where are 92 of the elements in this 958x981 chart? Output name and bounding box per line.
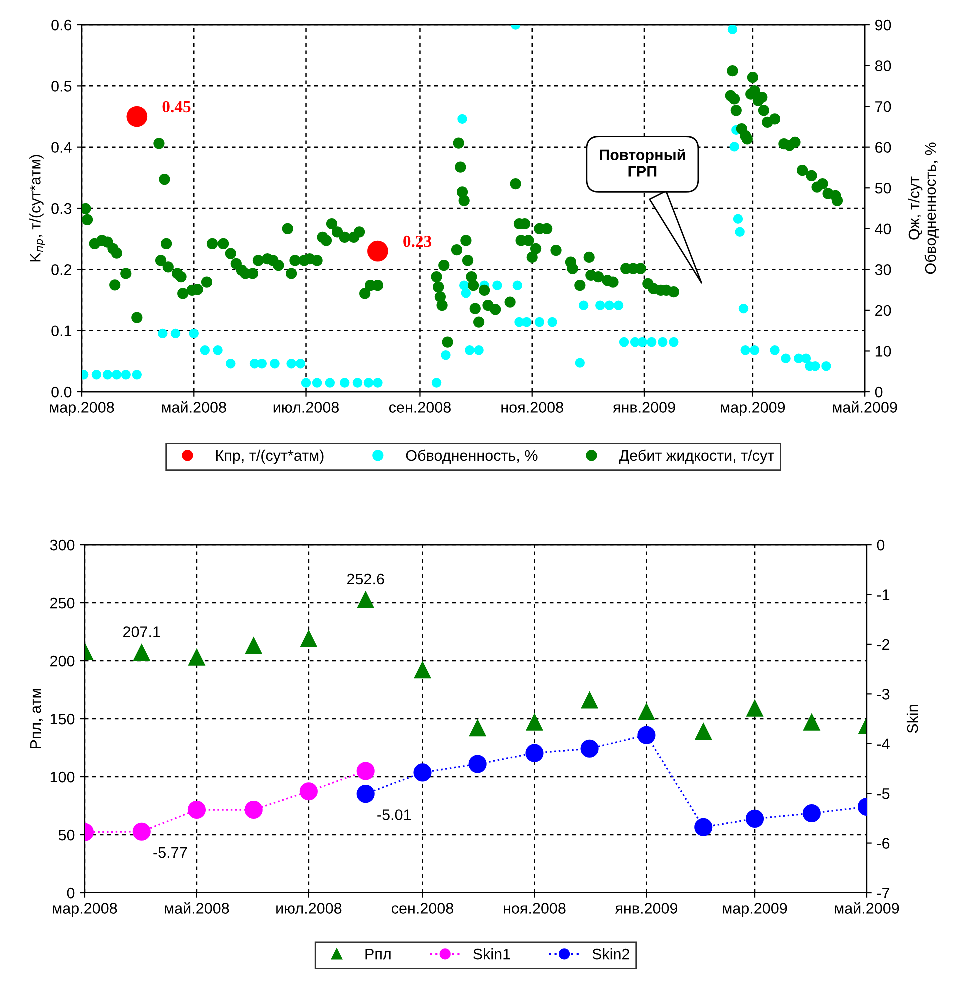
y2-tick-label: 80 xyxy=(875,60,892,72)
point xyxy=(356,762,375,780)
data-label: -5.77 xyxy=(154,848,188,858)
point xyxy=(300,630,318,648)
x-tick-label: мар.2008 xyxy=(53,903,118,917)
legend-label: Skin1 xyxy=(474,948,510,960)
x-tick-label: май.2008 xyxy=(162,401,226,413)
y2-tick-label: -2 xyxy=(877,639,890,650)
point xyxy=(802,804,821,822)
point xyxy=(132,822,151,841)
x-tick-label: июл.2008 xyxy=(276,903,342,914)
point xyxy=(188,800,206,820)
x-tick-label: май.2009 xyxy=(833,401,898,413)
y2-tick-label: 70 xyxy=(876,101,892,112)
x-tick-label: сен.2008 xyxy=(392,903,454,914)
point xyxy=(188,649,206,666)
point xyxy=(300,782,318,801)
data-label: 0.45 xyxy=(162,101,191,113)
y2-tick-label: 0 xyxy=(875,386,883,398)
point xyxy=(638,704,656,720)
x-tick-label: мар.2008 xyxy=(50,402,114,416)
y-tick-label: 300 xyxy=(50,540,75,551)
point xyxy=(358,592,374,608)
point xyxy=(804,714,820,731)
point xyxy=(638,726,656,744)
point xyxy=(526,714,544,731)
data-label: 252.6 xyxy=(347,574,384,585)
y-axis-title: K$_{пр}$, т/(сут*атм) xyxy=(30,155,46,262)
y2-axis-title: Qж, т/сут Обводненность, % xyxy=(908,142,940,274)
y2-tick-label: -7 xyxy=(877,888,890,899)
x-tick-label: май.2009 xyxy=(835,902,900,914)
y2-tick-label: 20 xyxy=(876,305,892,316)
point xyxy=(746,810,764,828)
x-tick-label: ноя.2008 xyxy=(504,903,566,914)
y-tick-label: 0.5 xyxy=(52,81,72,92)
x-tick-label: май.2008 xyxy=(165,902,230,914)
annotation: Повторный ГРП xyxy=(600,148,686,177)
y-tick-label: 0.4 xyxy=(52,142,72,154)
point xyxy=(580,740,599,758)
y-tick-label: 0.3 xyxy=(52,203,72,214)
legend-label: Дебит жидкости, т/сут xyxy=(619,450,774,464)
y-tick-label: 0 xyxy=(67,888,75,899)
y-tick-label: 200 xyxy=(50,656,75,667)
point xyxy=(244,800,263,820)
y2-tick-label: 40 xyxy=(875,224,892,235)
data-label: 0.23 xyxy=(404,236,432,248)
legend-label: Рпл xyxy=(366,949,391,960)
point xyxy=(414,662,432,679)
point xyxy=(356,785,375,804)
legend-label: Skin2 xyxy=(592,948,630,960)
y-tick-label: 0.1 xyxy=(52,326,72,337)
y-tick-label: 0.6 xyxy=(52,20,72,31)
y-tick-label: 100 xyxy=(50,772,75,783)
y2-tick-label: 30 xyxy=(875,264,892,276)
y2-tick-label: -5 xyxy=(877,788,890,800)
y2-axis-title: Skin xyxy=(906,705,918,734)
y2-tick-label: -3 xyxy=(877,689,890,700)
point xyxy=(694,818,713,836)
x-tick-label: мар.2009 xyxy=(721,402,786,416)
y-tick-label: 250 xyxy=(50,598,75,609)
y-tick-label: 0.0 xyxy=(52,386,72,398)
legend-label: Кпр, т/(сут*атм) xyxy=(216,450,324,464)
y2-tick-label: -1 xyxy=(877,590,890,600)
point xyxy=(246,638,262,654)
y-tick-label: 50 xyxy=(58,830,75,841)
point xyxy=(414,764,432,782)
y-axis-title: Рпл, атм xyxy=(30,689,43,749)
point xyxy=(468,755,487,774)
y2-tick-label: 90 xyxy=(876,20,892,31)
legend-label: Обводненность, % xyxy=(406,450,538,464)
y2-tick-label: -4 xyxy=(877,738,890,750)
point xyxy=(469,720,486,737)
y2-tick-label: 50 xyxy=(875,182,892,194)
y2-tick-label: -6 xyxy=(877,838,890,849)
point xyxy=(526,744,544,762)
data-label: 207.1 xyxy=(124,626,160,638)
point xyxy=(746,700,764,717)
y2-tick-label: 0 xyxy=(877,540,885,551)
y2-tick-label: 10 xyxy=(876,346,892,357)
x-tick-label: ноя.2008 xyxy=(502,402,564,413)
y-tick-label: 150 xyxy=(50,714,75,725)
point xyxy=(695,723,712,740)
x-tick-label: мар.2009 xyxy=(723,903,788,917)
x-tick-label: сен.2008 xyxy=(389,402,451,413)
point xyxy=(581,692,598,709)
x-tick-label: янв.2009 xyxy=(615,903,678,914)
y2-tick-label: 60 xyxy=(876,142,892,154)
y-tick-label: 0.2 xyxy=(52,264,72,276)
data-label: -5.01 xyxy=(378,810,412,820)
x-tick-label: янв.2009 xyxy=(613,402,676,413)
point xyxy=(134,644,150,662)
x-tick-label: июл.2008 xyxy=(274,402,339,413)
